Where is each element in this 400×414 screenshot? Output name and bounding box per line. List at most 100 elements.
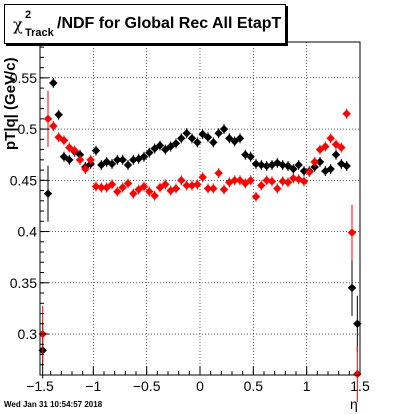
chi-superscript: 2	[25, 9, 32, 21]
data-point	[235, 134, 245, 143]
data-point	[75, 155, 85, 165]
chi-symbol: χ	[13, 15, 23, 34]
data-point	[107, 159, 117, 169]
data-points	[38, 77, 362, 402]
data-point	[257, 181, 266, 190]
data-point	[209, 138, 218, 147]
data-point	[171, 139, 181, 148]
data-point	[353, 369, 362, 379]
data-point	[150, 191, 159, 200]
data-point	[278, 177, 287, 186]
data-point	[43, 189, 53, 198]
data-point	[219, 185, 229, 194]
data-point	[331, 150, 341, 159]
x-tick-label: −0.5	[133, 378, 161, 394]
x-axis-label: η	[350, 396, 358, 412]
data-point	[198, 173, 207, 182]
data-point	[209, 184, 218, 193]
y-tick-label: 0.35	[10, 275, 37, 291]
data-point	[193, 180, 202, 189]
y-axis-label: pT|q| (GeV/c)	[2, 57, 19, 150]
axes: −1.5 −1 −0.5 0 0.5 1 1.5 0.3 0.35 0.4 0.45 0.5 0.55	[10, 46, 370, 394]
data-point	[347, 283, 357, 293]
data-point	[214, 168, 223, 178]
data-point	[230, 137, 239, 146]
y-tick-label: 0.5	[18, 121, 38, 137]
data-point	[81, 164, 90, 174]
data-point	[289, 174, 298, 183]
title-text: /NDF for Global Rec All EtapT	[57, 15, 282, 32]
data-point	[353, 319, 362, 328]
grid-lines	[39, 42, 361, 375]
data-point	[321, 142, 330, 151]
data-point	[203, 133, 213, 142]
data-point	[241, 179, 250, 188]
data-point	[91, 146, 101, 155]
data-point	[150, 144, 159, 153]
data-point	[129, 155, 138, 165]
data-point	[91, 182, 101, 191]
data-point	[310, 157, 319, 167]
data-point	[86, 155, 95, 165]
data-point	[102, 183, 111, 192]
data-point	[70, 146, 79, 155]
data-point	[166, 142, 175, 151]
data-point	[299, 166, 309, 176]
data-point	[283, 178, 293, 187]
data-point	[139, 182, 149, 191]
data-point	[219, 124, 229, 134]
chi-subscript: Track	[25, 27, 54, 39]
data-point	[59, 152, 69, 161]
data-point	[155, 141, 165, 150]
chart-title: χ 2 Track /NDF for Global Rec All EtapT	[4, 4, 286, 44]
data-point	[65, 143, 74, 152]
data-point	[294, 175, 303, 184]
timestamp: Wed Jan 31 10:54:57 2018	[4, 400, 103, 409]
y-tick-label: 0.55	[10, 70, 37, 86]
data-point	[107, 180, 117, 189]
data-point	[315, 157, 325, 167]
data-point	[246, 152, 255, 161]
data-point	[187, 181, 197, 190]
data-point	[49, 121, 58, 131]
data-point	[267, 177, 277, 186]
x-tick-label: −1.5	[26, 378, 54, 394]
data-point	[342, 161, 351, 171]
data-point	[278, 160, 287, 170]
x-tick-label: 1	[303, 378, 311, 394]
series-1	[38, 90, 362, 402]
data-point	[54, 133, 63, 142]
data-point	[75, 150, 85, 159]
data-point	[347, 228, 357, 237]
data-point	[251, 159, 261, 169]
y-tick-label: 0.3	[18, 326, 38, 342]
data-point	[235, 176, 245, 185]
x-tick-label: 0	[196, 378, 204, 394]
data-point	[59, 136, 69, 145]
y-tick-label: 0.4	[18, 224, 38, 240]
data-point	[326, 164, 335, 174]
data-point	[251, 192, 261, 201]
data-point	[214, 128, 223, 138]
data-point	[326, 134, 335, 143]
data-point	[257, 160, 266, 170]
data-point	[337, 143, 346, 152]
data-point	[123, 160, 133, 170]
data-point	[155, 183, 165, 192]
data-point	[294, 160, 303, 170]
data-point	[262, 176, 271, 185]
y-tick-label: 0.45	[10, 172, 37, 188]
data-point	[97, 183, 106, 192]
data-point	[139, 152, 149, 161]
data-point	[230, 176, 239, 185]
data-point	[342, 109, 351, 118]
x-tick-label: 1.5	[350, 378, 370, 394]
data-point	[331, 140, 341, 149]
data-point	[246, 176, 255, 185]
data-point	[118, 155, 127, 165]
data-point	[203, 184, 213, 193]
data-point	[145, 187, 154, 196]
data-point	[54, 110, 63, 119]
data-point	[161, 180, 170, 189]
